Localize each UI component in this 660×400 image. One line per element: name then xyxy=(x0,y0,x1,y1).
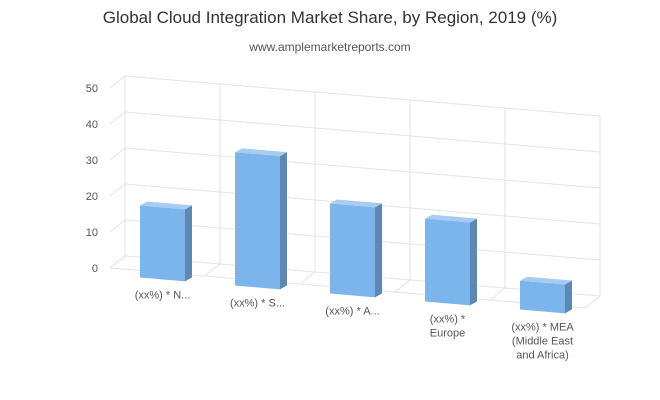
gridline xyxy=(124,75,601,117)
y-tick-label: 20 xyxy=(86,191,98,203)
y-tick-label: 30 xyxy=(86,155,98,167)
bar xyxy=(520,276,572,314)
floor-divider xyxy=(584,295,601,309)
gridline-depth xyxy=(109,75,126,89)
y-tick-label: 10 xyxy=(86,227,98,239)
chart-subtitle: www.amplemarketreports.com xyxy=(249,40,411,54)
bar-front xyxy=(425,218,470,306)
labels-layer: (xx%) * N... (xx%) * S... (xx%) * A... (xx%… xyxy=(135,289,575,361)
y-tick-label: 50 xyxy=(86,83,98,95)
x-tick-label: (xx%) * MEA (Middle East and Africa) xyxy=(511,321,574,361)
bars-layer xyxy=(140,148,572,314)
bar-front xyxy=(520,280,565,314)
x-tick-label: (xx%) * S... xyxy=(230,297,285,309)
x-tick-label: (xx%) * A... xyxy=(325,305,379,317)
x-tick-label: (xx%) * N... xyxy=(135,289,191,301)
y-tick-label: 40 xyxy=(86,119,98,131)
x-tick-label: (xx%) * Europe xyxy=(430,313,466,339)
bar xyxy=(235,148,287,290)
bar-top xyxy=(330,199,382,208)
bar-side xyxy=(565,280,572,314)
bar-front xyxy=(235,152,280,290)
gridline-depth xyxy=(109,147,126,161)
floor-divider xyxy=(299,271,316,285)
floor-divider xyxy=(204,263,221,277)
bar xyxy=(140,201,192,282)
chart-title: Global Cloud Integration Market Share, b… xyxy=(102,8,558,27)
gridline xyxy=(124,111,601,153)
gridline-depth xyxy=(109,183,126,197)
floor-divider xyxy=(394,279,411,293)
floor-divider xyxy=(489,287,506,301)
bar-top xyxy=(140,201,192,210)
bar-side xyxy=(280,152,287,290)
bar-side xyxy=(185,205,192,282)
gridline-depth xyxy=(109,219,126,233)
bar xyxy=(425,214,477,306)
bar-top xyxy=(235,148,287,157)
bar-top xyxy=(520,276,572,285)
bar-front xyxy=(330,203,375,298)
bar-front xyxy=(140,205,185,282)
bar xyxy=(330,199,382,298)
bar-top xyxy=(425,214,477,223)
floor-divider xyxy=(109,255,126,269)
gridline-depth xyxy=(109,111,126,125)
gridline xyxy=(124,147,601,189)
bar-side xyxy=(375,203,382,298)
bar-side xyxy=(470,218,477,306)
y-tick-label: 0 xyxy=(92,263,98,275)
